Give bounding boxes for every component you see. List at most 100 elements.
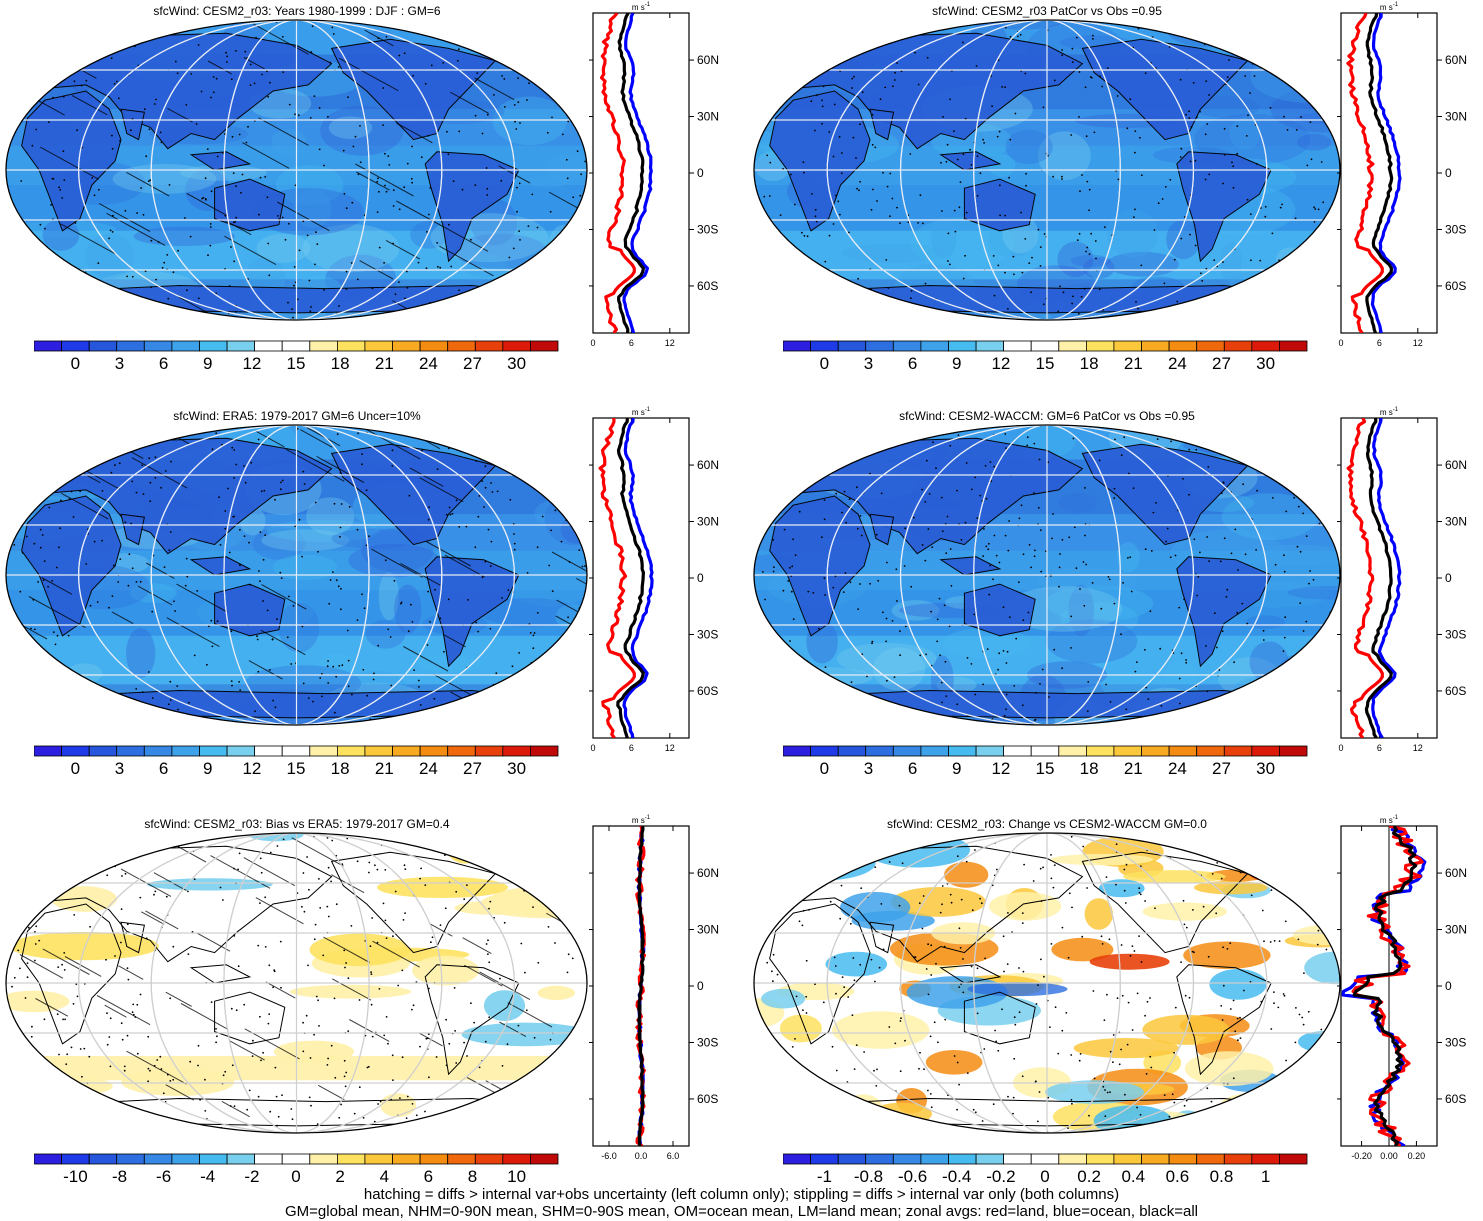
profile-line-land <box>599 13 636 333</box>
colorbar-swatch <box>88 1153 118 1165</box>
colorbar-swatch <box>171 340 200 352</box>
colorbar-tick-label: 4 <box>380 1167 389 1185</box>
lat-tick-label: 60N <box>697 866 719 880</box>
colorbar-swatch <box>171 745 200 757</box>
colorbar-tick-label: 18 <box>1080 354 1099 372</box>
colorbar-2: 0 3 6 9 12 15 18 21 24 27 30 <box>782 340 1317 377</box>
colorbar: -1 -0.8 -0.6 -0.4 -0.2 0 0.2 0.4 0.6 0.8 1 <box>782 1153 1308 1186</box>
zonal-profile-6: 60N 30N 0 30S 60S -0.20 0.00 0.20 m s-1 <box>1337 814 1483 1169</box>
profile-line-land <box>598 418 636 738</box>
colorbar-tick-label: -0.8 <box>854 1167 883 1185</box>
colorbar-swatch <box>392 745 421 757</box>
map-panel-3 <box>4 423 589 732</box>
profile-line-ocean <box>622 13 653 333</box>
colorbar-swatch <box>1278 745 1308 757</box>
x-tick-label: 0 <box>1338 338 1343 348</box>
panel-title: sfcWind: CESM2_r03: Change vs CESM2-WACC… <box>887 817 1207 831</box>
units-label: m s-1 <box>632 815 651 825</box>
colorbar-swatch <box>1141 1153 1170 1165</box>
colorbar-swatch <box>1113 745 1142 757</box>
zonal-profile-3: 60N 30N 0 30S 60S 0 6 12 m s-1 <box>589 406 737 761</box>
lat-tick-label: 30N <box>697 515 719 529</box>
colorbar-swatch <box>116 1153 145 1165</box>
colorbar-swatch <box>474 340 504 352</box>
lat-tick-label: 30N <box>697 110 719 124</box>
colorbar-swatch <box>116 745 145 757</box>
colorbar-swatch <box>1085 340 1115 352</box>
colorbar-swatch <box>143 1153 173 1165</box>
colorbar-swatch <box>1113 1153 1142 1165</box>
lat-tick-label: 30N <box>1445 515 1467 529</box>
colorbar-tick-label: 2 <box>335 1167 344 1185</box>
colorbar-tick-label: -2 <box>244 1167 259 1185</box>
colorbar-tick-label: 27 <box>463 354 482 372</box>
colorbar-swatch <box>474 1153 504 1165</box>
lat-tick-label: 30S <box>1445 1035 1466 1049</box>
colorbar-tick-label: -6 <box>156 1167 171 1185</box>
colorbar-tick-label: 27 <box>1212 354 1231 372</box>
colorbar-swatch <box>529 1153 559 1165</box>
colorbar-tick-label: 9 <box>203 759 212 777</box>
colorbar-swatch <box>281 1153 311 1165</box>
x-tick-label: 0.00 <box>1380 1151 1398 1161</box>
colorbar: 0 3 6 9 12 15 18 21 24 27 30 <box>782 745 1308 778</box>
map-outline <box>5 424 588 726</box>
map-panel-4 <box>752 423 1342 732</box>
x-tick-label: 12 <box>1413 743 1423 753</box>
units-label: m s-1 <box>632 407 651 417</box>
colorbar-swatch <box>1278 340 1308 352</box>
colorbar-swatch <box>61 745 90 757</box>
units-label: m s-1 <box>1380 407 1399 417</box>
colorbar-1: 0 3 6 9 12 15 18 21 24 27 30 <box>33 340 568 377</box>
footer-notes: hatching = diffs > internal var+obs unce… <box>0 1186 1483 1220</box>
colorbar-swatch <box>892 340 922 352</box>
colorbar-swatch <box>33 1153 63 1165</box>
colorbar-swatch <box>502 745 531 757</box>
x-tick-label: 6 <box>629 338 634 348</box>
colorbar-swatch <box>1223 340 1253 352</box>
colorbar-tick-label: -1 <box>817 1167 832 1185</box>
colorbar: 0 3 6 9 12 15 18 21 24 27 30 <box>33 745 559 778</box>
colorbar-tick-label: 10 <box>507 1167 526 1185</box>
colorbar-tick-label: 3 <box>864 759 873 777</box>
x-tick-label: 0.20 <box>1408 1151 1426 1161</box>
colorbar-tick-label: 21 <box>375 759 394 777</box>
colorbar-tick-label: 15 <box>1036 354 1055 372</box>
colorbar-swatch <box>1251 340 1280 352</box>
colorbar-swatch <box>171 1153 200 1165</box>
profile-line-all <box>1352 826 1418 1146</box>
colorbar: 0 3 6 9 12 15 18 21 24 27 30 <box>33 340 559 373</box>
colorbar-swatch <box>975 340 1005 352</box>
colorbar-swatch <box>810 340 839 352</box>
lat-tick-label: 0 <box>1445 571 1452 585</box>
colorbar-tick-label: 3 <box>115 759 124 777</box>
colorbar-swatch <box>1030 1153 1060 1165</box>
lat-tick-label: 60N <box>1445 53 1467 67</box>
colorbar-tick-label: -10 <box>63 1167 88 1185</box>
map-panel-5 <box>4 831 589 1140</box>
colorbar-tick-label: 30 <box>507 354 526 372</box>
zonal-profile-1: 60N 30N 0 30S 60S 0 6 12 m s-1 <box>589 1 737 356</box>
colorbar-tick-label: 0 <box>820 354 829 372</box>
colorbar-swatch <box>364 745 393 757</box>
colorbar-swatch <box>948 745 977 757</box>
colorbar-tick-label: -8 <box>112 1167 127 1185</box>
x-tick-label: 6 <box>1377 743 1382 753</box>
colorbar-swatch <box>116 340 145 352</box>
colorbar-swatch <box>447 745 476 757</box>
lat-tick-label: 30N <box>1445 110 1467 124</box>
colorbar-tick-label: 6 <box>908 759 917 777</box>
colorbar-swatch <box>1223 1153 1253 1165</box>
profile-frame <box>1340 417 1438 739</box>
colorbar-5: -10 -8 -6 -4 -2 0 2 4 6 8 10 <box>33 1153 568 1190</box>
x-tick-label: 0.0 <box>635 1151 648 1161</box>
colorbar-6: -1 -0.8 -0.6 -0.4 -0.2 0 0.2 0.4 0.6 0.8 1 <box>782 1153 1317 1190</box>
footer-line-1: hatching = diffs > internal var+obs unce… <box>363 1186 1120 1203</box>
colorbar-swatch <box>782 1153 812 1165</box>
colorbar-swatch <box>810 745 839 757</box>
lat-tick-label: 60N <box>697 53 719 67</box>
colorbar-tick-label: 24 <box>419 759 438 777</box>
x-tick-label: -0.20 <box>1351 1151 1372 1161</box>
profile-line-land <box>1346 418 1384 738</box>
units-label: m s-1 <box>632 2 651 12</box>
